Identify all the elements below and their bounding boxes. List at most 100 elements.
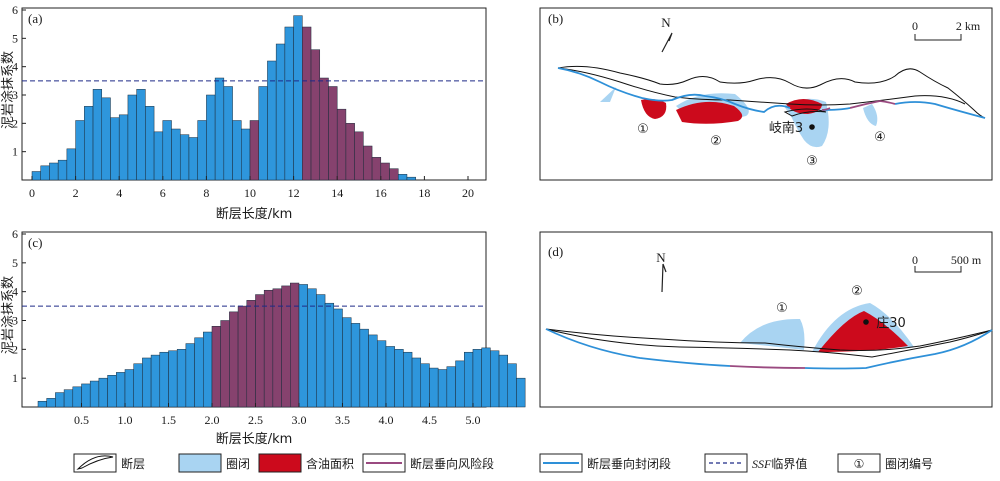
chart-c-bars bbox=[37, 282, 526, 408]
c-bar bbox=[63, 389, 74, 408]
c-bar bbox=[168, 350, 178, 408]
map-b-trap-4-label: ④ bbox=[874, 130, 886, 145]
c-bar bbox=[124, 369, 134, 408]
c-bar bbox=[420, 363, 430, 408]
map-b-oil-1-icon bbox=[641, 99, 667, 119]
c-bar bbox=[342, 317, 352, 408]
scale-bar-icon bbox=[914, 266, 962, 273]
c-bar bbox=[203, 331, 213, 408]
c-bar bbox=[229, 311, 239, 408]
c-bar bbox=[481, 347, 491, 408]
a-bar bbox=[389, 168, 399, 181]
a-bar bbox=[179, 134, 190, 181]
a-bar bbox=[214, 77, 225, 181]
chart-c-panel-label: (c) bbox=[28, 235, 42, 250]
a-xtick-label: 20 bbox=[462, 186, 474, 200]
legend: 断层 圈闭 含油面积 断层垂向风险段 断层垂向封闭段 SSF临界值 ① 圈闭编号 bbox=[73, 453, 933, 473]
c-bar bbox=[385, 346, 395, 408]
c-bar bbox=[281, 285, 291, 408]
chart-a-panel-label: (a) bbox=[28, 11, 42, 26]
map-d-well-label: 庄30 bbox=[876, 315, 906, 331]
a-bar bbox=[397, 174, 408, 181]
c-bar bbox=[516, 377, 526, 408]
c-xtick-label: 3.5 bbox=[335, 413, 350, 427]
c-bar bbox=[377, 340, 387, 408]
a-bar bbox=[371, 157, 382, 181]
map-d-scale-0: 0 bbox=[912, 253, 918, 267]
a-bar bbox=[345, 123, 355, 181]
a-bar bbox=[40, 165, 50, 181]
a-ytick-label: 3 bbox=[12, 88, 18, 102]
a-bar bbox=[258, 86, 268, 181]
a-xtick-label: 4 bbox=[116, 186, 122, 200]
a-bar bbox=[328, 86, 338, 181]
c-ytick-label: 3 bbox=[12, 314, 18, 328]
a-bar bbox=[31, 171, 41, 181]
a-bar bbox=[206, 94, 216, 181]
legend-label-fault: 断层 bbox=[121, 456, 145, 471]
a-xtick-label: 10 bbox=[244, 186, 256, 200]
legend-label-trapnum: 圈闭编号 bbox=[885, 456, 933, 471]
c-bar bbox=[507, 363, 517, 408]
c-bar bbox=[359, 328, 369, 408]
a-xtick-label: 2 bbox=[73, 186, 79, 200]
a-ytick-label: 2 bbox=[12, 116, 18, 130]
a-bar bbox=[241, 128, 251, 181]
map-b-scale-2: 2 km bbox=[956, 19, 981, 33]
a-bar bbox=[293, 15, 303, 181]
a-bar bbox=[162, 120, 172, 181]
a-ytick-label: 6 bbox=[12, 3, 18, 17]
fault-icon bbox=[76, 455, 114, 470]
c-bar bbox=[498, 354, 508, 408]
c-xtick-label: 2.5 bbox=[248, 413, 263, 427]
a-bar bbox=[145, 106, 155, 181]
c-bar bbox=[263, 289, 274, 408]
trap-icon bbox=[178, 453, 222, 473]
c-xtick-label: 1.5 bbox=[161, 413, 176, 427]
c-bar bbox=[81, 383, 91, 408]
chart-c: (c) 0.5 1.0 1.5 2.0 2.5 3.0 3.5 4.0 4.5 5.0 1 2 3 4 5 6… bbox=[0, 227, 526, 447]
c-bar bbox=[72, 386, 82, 408]
map-b-risk-line bbox=[821, 100, 896, 111]
c-bar bbox=[55, 392, 65, 408]
map-d-fault-north bbox=[545, 328, 993, 351]
map-d-trap-1-icon bbox=[740, 318, 805, 350]
c-bar bbox=[411, 357, 422, 408]
a-bar bbox=[336, 108, 347, 181]
map-d-well-icon bbox=[863, 319, 869, 325]
c-bar bbox=[89, 380, 100, 408]
c-bar bbox=[176, 349, 187, 408]
map-d-fault-south bbox=[545, 328, 993, 358]
map-b-fault-south bbox=[557, 67, 966, 106]
a-bar bbox=[49, 162, 59, 181]
a-bar bbox=[363, 145, 373, 181]
map-b-trap-1-label: ① bbox=[637, 122, 649, 137]
a-bar bbox=[171, 128, 181, 181]
chart-c-xlabel: 断层长度/km bbox=[216, 431, 293, 447]
map-b-scale-0: 0 bbox=[912, 19, 918, 33]
c-bar bbox=[159, 351, 169, 408]
map-b-north-label: N bbox=[661, 15, 671, 30]
a-bar bbox=[127, 94, 137, 181]
a-bar bbox=[223, 86, 233, 181]
a-bar bbox=[319, 77, 329, 181]
c-ytick-label: 1 bbox=[12, 371, 18, 385]
c-xtick-label: 5.0 bbox=[465, 413, 480, 427]
c-xtick-label: 3.0 bbox=[291, 413, 306, 427]
map-b-panel-label: (b) bbox=[548, 11, 563, 26]
map-d-seal-line bbox=[545, 328, 993, 370]
c-bar bbox=[211, 326, 221, 408]
a-bar bbox=[66, 148, 76, 181]
c-bar bbox=[237, 305, 248, 408]
c-bar bbox=[394, 349, 404, 408]
a-bar bbox=[310, 49, 321, 181]
c-bar bbox=[220, 320, 230, 408]
a-bar bbox=[84, 106, 94, 181]
map-d-trap-2-label: ② bbox=[851, 284, 863, 299]
a-xtick-label: 12 bbox=[288, 186, 300, 200]
oil-area-icon bbox=[258, 453, 302, 473]
map-b-well-icon bbox=[809, 124, 815, 130]
c-bar bbox=[142, 357, 152, 408]
